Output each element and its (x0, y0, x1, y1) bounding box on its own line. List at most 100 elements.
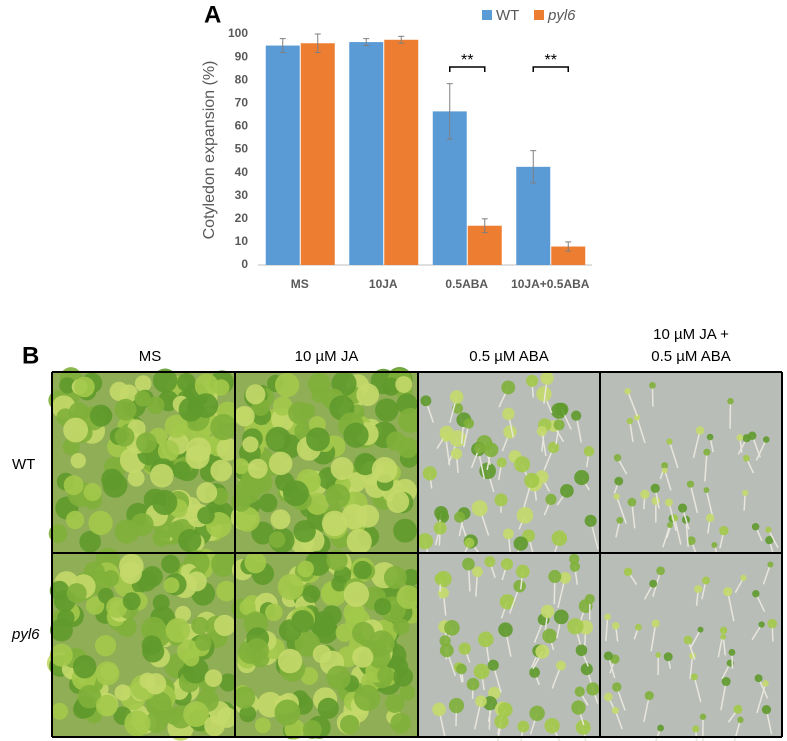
seedling (703, 448, 711, 456)
legend-swatch (482, 10, 492, 20)
significance-bracket (532, 66, 569, 72)
seedling (536, 426, 547, 437)
root (689, 483, 699, 514)
seedling (494, 493, 508, 507)
seedling (326, 549, 348, 571)
seedling (268, 531, 286, 548)
seedling (385, 693, 405, 713)
seedling (536, 386, 552, 402)
x-tick-label: 0.5ABA (445, 277, 488, 291)
seedling (265, 603, 283, 622)
root (662, 524, 671, 548)
seedling (661, 467, 668, 474)
seedling (499, 594, 516, 610)
seedling (197, 506, 215, 525)
seedling (346, 472, 367, 493)
seedling (79, 530, 101, 553)
seedling (733, 704, 743, 714)
y-tick-label: 70 (235, 95, 249, 109)
seedling (624, 387, 631, 395)
seedling (293, 520, 316, 543)
seedling (88, 510, 113, 536)
seedling (473, 663, 490, 680)
seedling (695, 426, 705, 435)
seedling (381, 377, 401, 396)
seedling (448, 697, 465, 714)
panel-label: A (204, 1, 221, 28)
seedling (705, 513, 715, 523)
seedling (488, 686, 501, 700)
seedling (172, 461, 191, 480)
y-tick-label: 20 (235, 211, 249, 225)
seedling (273, 396, 293, 416)
seedling (559, 571, 571, 584)
seedling (462, 557, 475, 571)
seedling (501, 558, 514, 571)
bar (384, 39, 419, 266)
seedling (740, 574, 747, 582)
legend-label: pyl6 (547, 7, 576, 24)
seedling (758, 621, 765, 628)
seedling (434, 573, 446, 585)
seedling-photo (600, 553, 782, 737)
seedling (613, 454, 622, 462)
seedling (274, 372, 300, 398)
y-axis-label: Cotyledon expansion (%) (201, 61, 218, 240)
seedling (392, 618, 410, 635)
seedling (194, 373, 219, 398)
root (664, 470, 672, 491)
seedling (386, 490, 410, 514)
seedling (102, 570, 120, 587)
seedling (569, 553, 580, 565)
seedling (547, 441, 560, 454)
seedling (667, 522, 673, 528)
seedling (661, 462, 668, 469)
seedling (214, 614, 236, 637)
seedling (697, 626, 704, 633)
seedling (450, 448, 463, 460)
seedling (346, 528, 372, 555)
seedling (109, 381, 129, 401)
seedling (767, 561, 774, 568)
root (685, 519, 689, 547)
seedling (195, 634, 212, 652)
seedling (196, 482, 218, 504)
x-tick-label: 10JA (369, 277, 398, 291)
seedling (711, 541, 718, 548)
seedling (677, 503, 688, 513)
seedling (767, 618, 777, 629)
seedling (555, 402, 569, 416)
seedling (57, 609, 75, 627)
error-bar (446, 83, 453, 140)
seedling (302, 720, 322, 739)
seedling (541, 604, 555, 619)
seedling (692, 725, 700, 733)
seedling (502, 407, 515, 421)
seedling (690, 673, 698, 681)
column-header: 0.5 µM ABA (469, 348, 549, 365)
column-header: 10 µM JA + (653, 326, 729, 343)
seedling (501, 380, 516, 395)
seedling (567, 618, 584, 635)
seedling (514, 456, 531, 473)
seedling (89, 404, 113, 427)
root (631, 502, 636, 529)
seedling (728, 648, 736, 656)
seedling (335, 623, 355, 642)
seedling (152, 594, 170, 612)
seedling (68, 402, 89, 423)
seedling (748, 431, 757, 440)
seedling (616, 516, 624, 524)
seedling (574, 686, 585, 697)
seedling (48, 524, 68, 543)
row-label: pyl6 (11, 626, 40, 643)
seedling (644, 691, 654, 701)
seedling (219, 673, 238, 692)
seedling (551, 530, 568, 546)
bar (265, 45, 300, 265)
seedling (664, 498, 673, 507)
y-tick-label: 100 (228, 26, 248, 40)
y-tick-label: 60 (235, 119, 249, 133)
seedling (356, 383, 380, 407)
seedling (633, 414, 641, 421)
